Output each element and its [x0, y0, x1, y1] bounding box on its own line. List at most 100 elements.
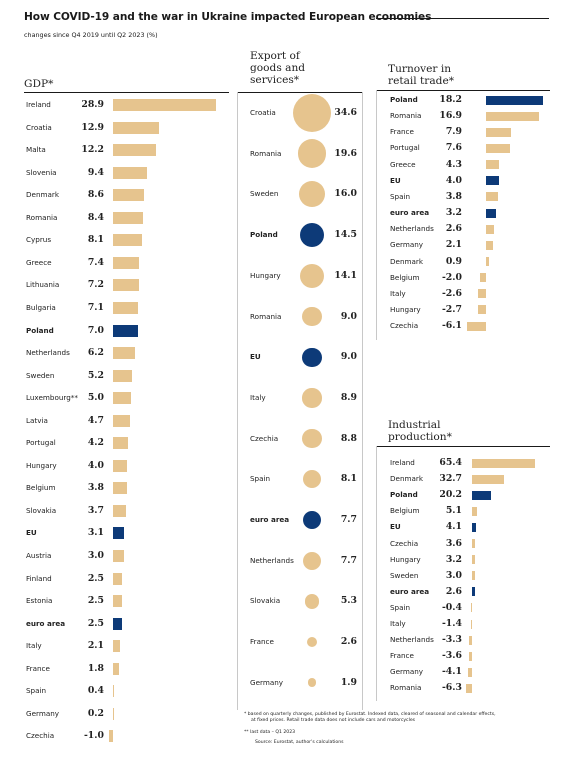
- bar: [113, 211, 143, 224]
- row-belgium: Belgium 3.8: [26, 482, 231, 495]
- bar: [113, 550, 124, 562]
- row-cyprus: Cyprus 8.1: [26, 234, 231, 247]
- value-label: 16.0: [334, 188, 357, 200]
- bar: [479, 273, 486, 283]
- category-label: EU: [390, 522, 401, 532]
- category-label: Netherlands: [26, 348, 70, 358]
- value-label: 2.5: [87, 595, 104, 607]
- bubble: [304, 593, 320, 609]
- category-label: Germany: [390, 667, 424, 677]
- category-label: Netherlands: [250, 555, 294, 565]
- value-label: 2.6: [445, 585, 462, 597]
- row-euro-area: euro area 3.2: [390, 207, 550, 219]
- category-label: Slovakia: [26, 505, 57, 515]
- row-germany: Germany -4.1: [390, 666, 550, 678]
- value-label: 3.2: [445, 207, 462, 219]
- bubble: [299, 222, 325, 248]
- category-label: Czechia: [250, 433, 279, 443]
- bar: [113, 662, 120, 675]
- value-label: 7.7: [340, 554, 357, 566]
- industry-panel-title: Industrial production*: [388, 419, 452, 443]
- row-spain: Spain 3.8: [390, 191, 550, 203]
- row-italy: Italy 8.9: [250, 388, 360, 408]
- value-label: 7.9: [445, 126, 462, 138]
- category-label: Germany: [250, 677, 284, 687]
- value-label: 12.2: [81, 144, 104, 156]
- value-label: 8.6: [87, 189, 104, 201]
- bubble: [302, 388, 322, 408]
- category-label: euro area: [250, 515, 290, 524]
- category-label: Denmark: [390, 256, 424, 266]
- bar: [486, 127, 511, 137]
- row-poland: Poland 7.0: [26, 324, 231, 337]
- bar: [486, 208, 497, 218]
- row-croatia: Croatia 12.9: [26, 121, 231, 134]
- value-label: 16.9: [439, 110, 462, 122]
- bar: [486, 160, 500, 170]
- bar: [472, 474, 504, 484]
- value-label: 7.7: [340, 514, 357, 525]
- value-label: 2.5: [87, 617, 104, 629]
- row-sweden: Sweden 5.2: [26, 369, 231, 382]
- row-germany: Germany 2.1: [390, 239, 550, 251]
- row-greece: Greece 4.3: [390, 159, 550, 171]
- bar: [486, 111, 539, 121]
- industry-left-separator: [376, 446, 377, 701]
- bubble: [297, 139, 327, 168]
- value-label: 3.0: [87, 550, 104, 561]
- value-label: 9.0: [340, 351, 357, 363]
- value-label: 65.4: [439, 457, 462, 468]
- category-label: Luxembourg**: [26, 393, 78, 403]
- category-label: euro area: [390, 586, 430, 596]
- value-label: 3.2: [445, 553, 462, 565]
- bar: [113, 392, 131, 405]
- category-label: Italy: [26, 641, 42, 651]
- value-label: 3.7: [87, 504, 104, 516]
- value-label: 9.0: [340, 310, 357, 322]
- value-label: 2.6: [445, 223, 462, 235]
- category-label: Spain: [26, 686, 47, 696]
- value-label: 1.9: [340, 676, 357, 688]
- category-label: Hungary: [26, 460, 57, 470]
- value-label: 7.6: [445, 142, 462, 154]
- bar: [472, 506, 477, 516]
- row-romania: Romania -6.3: [390, 682, 550, 694]
- category-label: Bulgaria: [26, 302, 56, 312]
- category-label: Italy: [390, 619, 406, 628]
- chart-subtitle: changes since Q4 2019 until Q2 2023 (%): [24, 31, 158, 39]
- value-label: 4.0: [87, 459, 104, 471]
- bubble: [302, 347, 322, 367]
- bar: [113, 189, 144, 202]
- bubble: [302, 429, 322, 449]
- category-label: France: [26, 663, 50, 673]
- row-czechia: Czechia -6.1: [390, 320, 550, 332]
- category-label: Sweden: [390, 570, 419, 580]
- row-austria: Austria 3.0: [26, 550, 231, 562]
- row-germany: Germany 0.2: [26, 707, 231, 720]
- category-label: Spain: [390, 602, 411, 612]
- bar: [113, 347, 136, 360]
- category-label: Sweden: [250, 189, 279, 199]
- row-czechia: Czechia 8.8: [250, 429, 360, 449]
- category-label: Czechia: [26, 731, 55, 741]
- bar: [113, 121, 159, 134]
- value-label: 8.4: [87, 211, 104, 223]
- category-label: Romania: [390, 683, 422, 693]
- row-france: France 7.9: [390, 126, 550, 138]
- value-label: 1.8: [87, 662, 104, 674]
- value-label: -2.6: [441, 287, 462, 299]
- value-label: -1.0: [83, 730, 104, 742]
- footnote-1-line-1: * based on quarterly changes, published …: [244, 712, 496, 717]
- bar: [477, 305, 486, 315]
- export-right-separator: [362, 92, 363, 710]
- bar: [472, 490, 492, 500]
- category-label: Cyprus: [26, 235, 52, 245]
- row-belgium: Belgium -2.0: [390, 272, 550, 284]
- bar: [113, 414, 130, 427]
- bubble: [306, 636, 318, 648]
- bar: [113, 99, 216, 111]
- value-label: 5.0: [87, 392, 104, 404]
- value-label: 3.1: [87, 527, 104, 539]
- category-label: Slovenia: [26, 167, 57, 177]
- bar: [113, 504, 127, 517]
